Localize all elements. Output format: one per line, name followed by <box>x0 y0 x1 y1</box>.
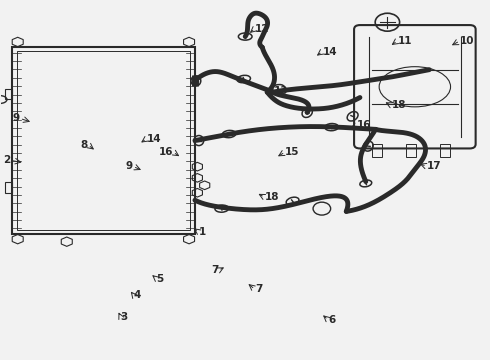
Text: 9: 9 <box>13 113 20 123</box>
Text: 14: 14 <box>322 46 337 57</box>
Text: 6: 6 <box>328 315 336 325</box>
Bar <box>4 89 12 99</box>
Text: 3: 3 <box>121 312 128 322</box>
Text: 13: 13 <box>273 86 288 96</box>
Text: 8: 8 <box>81 140 88 150</box>
Text: 7: 7 <box>255 284 262 294</box>
Text: 9: 9 <box>126 161 133 171</box>
Text: 14: 14 <box>147 134 161 144</box>
Text: 18: 18 <box>265 192 279 202</box>
Text: 7: 7 <box>211 265 219 275</box>
Text: 5: 5 <box>156 274 164 284</box>
Text: 12: 12 <box>255 24 270 34</box>
Text: 15: 15 <box>285 147 300 157</box>
Bar <box>12 47 195 234</box>
Text: 18: 18 <box>392 100 406 111</box>
Text: 2: 2 <box>2 155 10 165</box>
Bar <box>4 182 12 193</box>
Bar <box>441 144 450 157</box>
Text: 16: 16 <box>158 147 173 157</box>
Text: 11: 11 <box>397 36 412 46</box>
Text: 16: 16 <box>357 121 371 130</box>
Text: 1: 1 <box>199 227 206 237</box>
Text: 4: 4 <box>134 291 141 301</box>
Bar <box>372 144 382 157</box>
Text: 17: 17 <box>427 161 441 171</box>
Bar <box>17 51 190 230</box>
Bar <box>406 144 416 157</box>
Text: 10: 10 <box>460 36 474 46</box>
